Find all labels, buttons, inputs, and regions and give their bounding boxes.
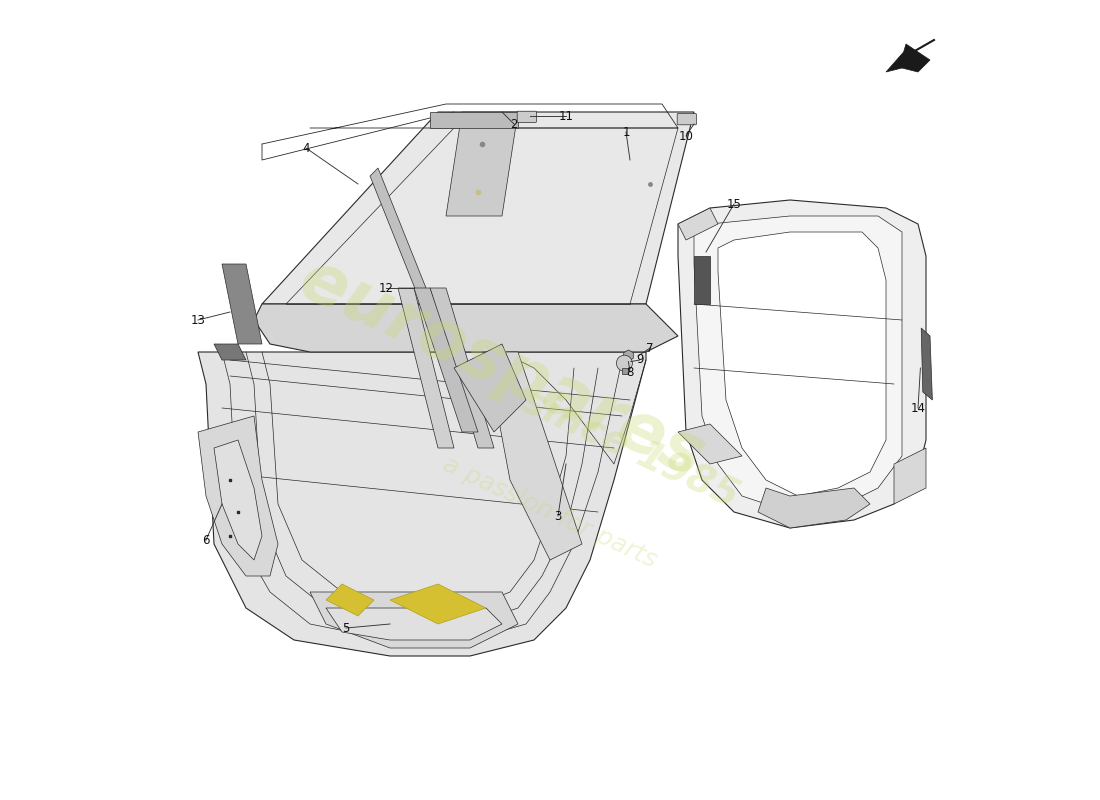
Polygon shape bbox=[718, 232, 886, 496]
Polygon shape bbox=[430, 112, 518, 128]
Text: 11: 11 bbox=[559, 110, 573, 122]
Text: 7: 7 bbox=[647, 342, 653, 354]
Polygon shape bbox=[486, 352, 582, 560]
Polygon shape bbox=[390, 584, 486, 624]
Polygon shape bbox=[894, 448, 926, 504]
Text: 3: 3 bbox=[554, 510, 562, 522]
Text: 9: 9 bbox=[636, 354, 644, 366]
Text: 8: 8 bbox=[626, 366, 634, 378]
Polygon shape bbox=[414, 288, 478, 432]
Polygon shape bbox=[758, 488, 870, 528]
Polygon shape bbox=[430, 288, 494, 448]
Text: a passion for parts: a passion for parts bbox=[439, 452, 661, 572]
Polygon shape bbox=[678, 424, 743, 464]
Text: 1: 1 bbox=[623, 126, 629, 138]
Text: 13: 13 bbox=[190, 314, 206, 326]
Polygon shape bbox=[198, 352, 646, 656]
Polygon shape bbox=[262, 112, 694, 304]
Circle shape bbox=[616, 355, 632, 371]
FancyBboxPatch shape bbox=[678, 114, 696, 125]
FancyBboxPatch shape bbox=[517, 111, 537, 122]
Polygon shape bbox=[921, 328, 933, 400]
Polygon shape bbox=[254, 304, 678, 352]
Polygon shape bbox=[694, 216, 902, 512]
Polygon shape bbox=[454, 344, 526, 432]
Text: 12: 12 bbox=[378, 282, 394, 294]
Text: eurospares: eurospares bbox=[288, 245, 715, 491]
Text: 4: 4 bbox=[302, 142, 310, 154]
Polygon shape bbox=[678, 208, 718, 240]
Polygon shape bbox=[198, 416, 278, 576]
Text: 2: 2 bbox=[510, 118, 518, 130]
Text: 5: 5 bbox=[342, 622, 350, 634]
Polygon shape bbox=[370, 168, 426, 296]
Polygon shape bbox=[326, 608, 502, 640]
Polygon shape bbox=[678, 200, 926, 528]
Text: 10: 10 bbox=[679, 130, 693, 142]
Text: 15: 15 bbox=[727, 198, 741, 210]
Polygon shape bbox=[222, 264, 262, 344]
Polygon shape bbox=[398, 288, 454, 448]
Text: 6: 6 bbox=[202, 534, 210, 546]
Polygon shape bbox=[310, 592, 518, 648]
Polygon shape bbox=[214, 344, 246, 360]
Text: 14: 14 bbox=[911, 402, 925, 414]
Text: since 1985: since 1985 bbox=[516, 381, 745, 515]
Polygon shape bbox=[326, 584, 374, 616]
Polygon shape bbox=[694, 256, 710, 304]
Polygon shape bbox=[886, 44, 929, 72]
Polygon shape bbox=[446, 112, 518, 216]
Polygon shape bbox=[214, 440, 262, 560]
